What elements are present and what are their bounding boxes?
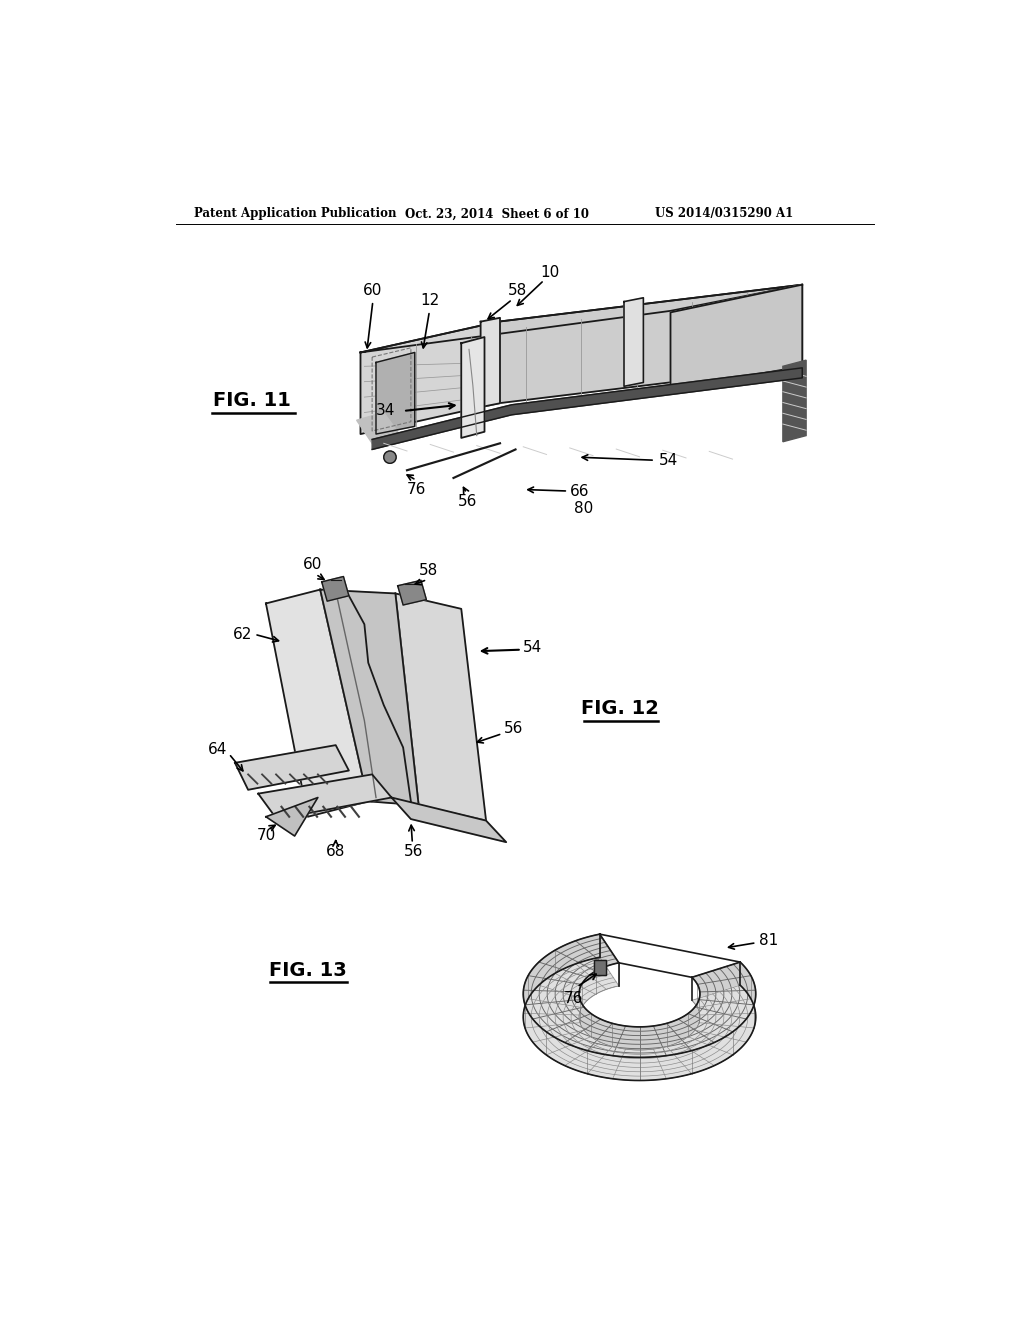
Text: 81: 81 xyxy=(759,933,778,948)
Polygon shape xyxy=(322,577,349,601)
Polygon shape xyxy=(376,352,415,434)
Polygon shape xyxy=(461,337,484,438)
Polygon shape xyxy=(360,322,499,434)
Text: 58: 58 xyxy=(419,562,438,578)
Text: 60: 60 xyxy=(362,284,382,298)
Polygon shape xyxy=(671,285,802,389)
Text: 54: 54 xyxy=(658,453,678,467)
Polygon shape xyxy=(372,368,802,449)
Polygon shape xyxy=(624,298,643,387)
Polygon shape xyxy=(523,935,756,1057)
Polygon shape xyxy=(395,594,486,821)
Text: 80: 80 xyxy=(573,502,593,516)
Polygon shape xyxy=(523,957,756,1081)
Text: US 2014/0315290 A1: US 2014/0315290 A1 xyxy=(655,207,794,220)
Text: 76: 76 xyxy=(407,482,426,498)
Polygon shape xyxy=(783,360,806,442)
Text: FIG. 11: FIG. 11 xyxy=(213,392,291,411)
Text: 62: 62 xyxy=(232,627,252,642)
Text: 54: 54 xyxy=(523,640,543,655)
Text: Patent Application Publication: Patent Application Publication xyxy=(194,207,396,220)
Bar xyxy=(594,960,606,975)
Text: 12: 12 xyxy=(421,293,440,309)
Polygon shape xyxy=(360,285,802,352)
Polygon shape xyxy=(321,590,419,805)
Text: 34: 34 xyxy=(376,404,395,418)
Polygon shape xyxy=(258,775,391,818)
Polygon shape xyxy=(266,797,317,836)
Text: FIG. 12: FIG. 12 xyxy=(582,700,659,718)
Text: 56: 56 xyxy=(458,494,477,508)
Text: 66: 66 xyxy=(569,483,589,499)
Text: Oct. 23, 2014  Sheet 6 of 10: Oct. 23, 2014 Sheet 6 of 10 xyxy=(406,207,590,220)
Text: 56: 56 xyxy=(504,721,523,735)
Polygon shape xyxy=(266,590,369,817)
Text: 76: 76 xyxy=(563,991,583,1006)
Polygon shape xyxy=(391,797,506,842)
Text: 64: 64 xyxy=(208,742,227,758)
Circle shape xyxy=(384,451,396,463)
Polygon shape xyxy=(499,285,802,404)
Text: 10: 10 xyxy=(541,265,560,280)
Text: 60: 60 xyxy=(303,557,323,573)
Polygon shape xyxy=(234,744,349,789)
Polygon shape xyxy=(480,318,500,407)
Polygon shape xyxy=(356,412,399,444)
Text: 70: 70 xyxy=(256,829,275,843)
Text: 56: 56 xyxy=(403,843,423,859)
Polygon shape xyxy=(397,581,426,605)
Text: 68: 68 xyxy=(326,843,345,859)
Text: FIG. 13: FIG. 13 xyxy=(269,961,347,981)
Bar xyxy=(594,960,606,975)
Text: 58: 58 xyxy=(508,284,526,298)
